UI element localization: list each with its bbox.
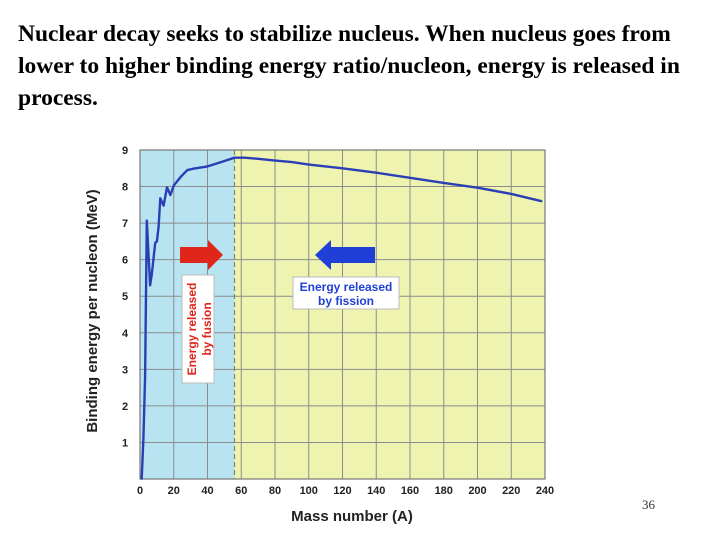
curve-point (290, 161, 293, 163)
x-tick-label: 40 (201, 485, 213, 497)
curve-point (155, 240, 158, 243)
fission-label-line1: Energy released (300, 280, 393, 294)
curve-point (157, 225, 160, 228)
x-tick-label: 140 (367, 485, 385, 497)
curve-point (409, 176, 411, 179)
curve-point (193, 167, 195, 170)
x-tick-label: 120 (333, 485, 351, 497)
fusion-label-line1: Energy released (185, 283, 199, 376)
y-tick-labels: 1 2 3 4 5 6 7 8 9 (122, 145, 129, 449)
fusion-label-box (181, 274, 215, 384)
curve-point (172, 184, 175, 187)
fission-region (234, 150, 545, 479)
curve-point (476, 186, 479, 189)
binding-energy-curve (140, 156, 542, 480)
x-tick-label: 220 (502, 485, 520, 497)
y-tick-label: 8 (122, 182, 128, 194)
y-tick-label: 1 (122, 437, 128, 449)
curve-point (243, 156, 246, 159)
fission-label-box (292, 276, 400, 310)
page-number: 36 (642, 497, 655, 512)
x-tick-label: 200 (468, 485, 486, 497)
curve-point (142, 437, 145, 440)
x-tick-label: 80 (269, 485, 281, 497)
y-tick-label: 7 (122, 218, 128, 230)
curve-point (140, 478, 143, 480)
x-tick-label: 180 (435, 485, 453, 497)
fission-label-line2: by fission (318, 294, 374, 308)
curve-point (186, 169, 189, 172)
chart-regions (140, 150, 545, 479)
curve-point (169, 194, 172, 196)
x-tick-label: 60 (235, 485, 247, 497)
curve-point (145, 219, 148, 222)
curve-point (166, 186, 168, 189)
curve-point (144, 375, 146, 378)
y-tick-label: 9 (122, 145, 128, 157)
curve-point (442, 182, 445, 184)
curve-point (220, 161, 222, 163)
y-axis-title: Binding energy per nucleon (MeV) (84, 189, 101, 432)
curve-point (274, 159, 276, 162)
y-tick-label: 5 (122, 291, 128, 303)
curve-point (206, 165, 209, 168)
y-tick-label: 6 (122, 255, 128, 267)
slide-title: Nuclear decay seeks to stabilize nucleus… (18, 21, 680, 111)
x-tick-label: 100 (300, 485, 318, 497)
fusion-label-line2: by fusion (200, 302, 214, 355)
curve-point (149, 284, 152, 287)
x-tick-label: 240 (536, 485, 554, 497)
x-tick-label: 0 (137, 485, 143, 497)
fusion-arrow-icon (180, 240, 223, 270)
curve-point (307, 163, 310, 166)
curve-point (179, 176, 182, 178)
curve-point (341, 167, 344, 170)
curve-point (159, 197, 162, 200)
curve-point (162, 204, 165, 207)
x-axis-title: Mass number (A) (291, 508, 413, 525)
curve-point (150, 273, 153, 276)
curve-point (154, 241, 157, 244)
curve-point (375, 171, 378, 174)
curve-point (510, 192, 513, 195)
plot-border (139, 149, 546, 480)
curve-point (540, 200, 543, 203)
y-tick-label: 2 (122, 401, 128, 413)
curve-point (233, 156, 236, 159)
fission-arrow-icon (315, 240, 375, 270)
y-tick-label: 4 (122, 328, 129, 340)
x-tick-label: 160 (401, 485, 419, 497)
x-tick-label: 20 (168, 485, 180, 497)
curve-point (257, 157, 260, 160)
x-tick-labels: 0 20 40 60 80 100 120 140 160 180 200 220 240 (137, 485, 554, 497)
y-tick-label: 3 (122, 364, 128, 376)
curve-layer (140, 156, 543, 480)
